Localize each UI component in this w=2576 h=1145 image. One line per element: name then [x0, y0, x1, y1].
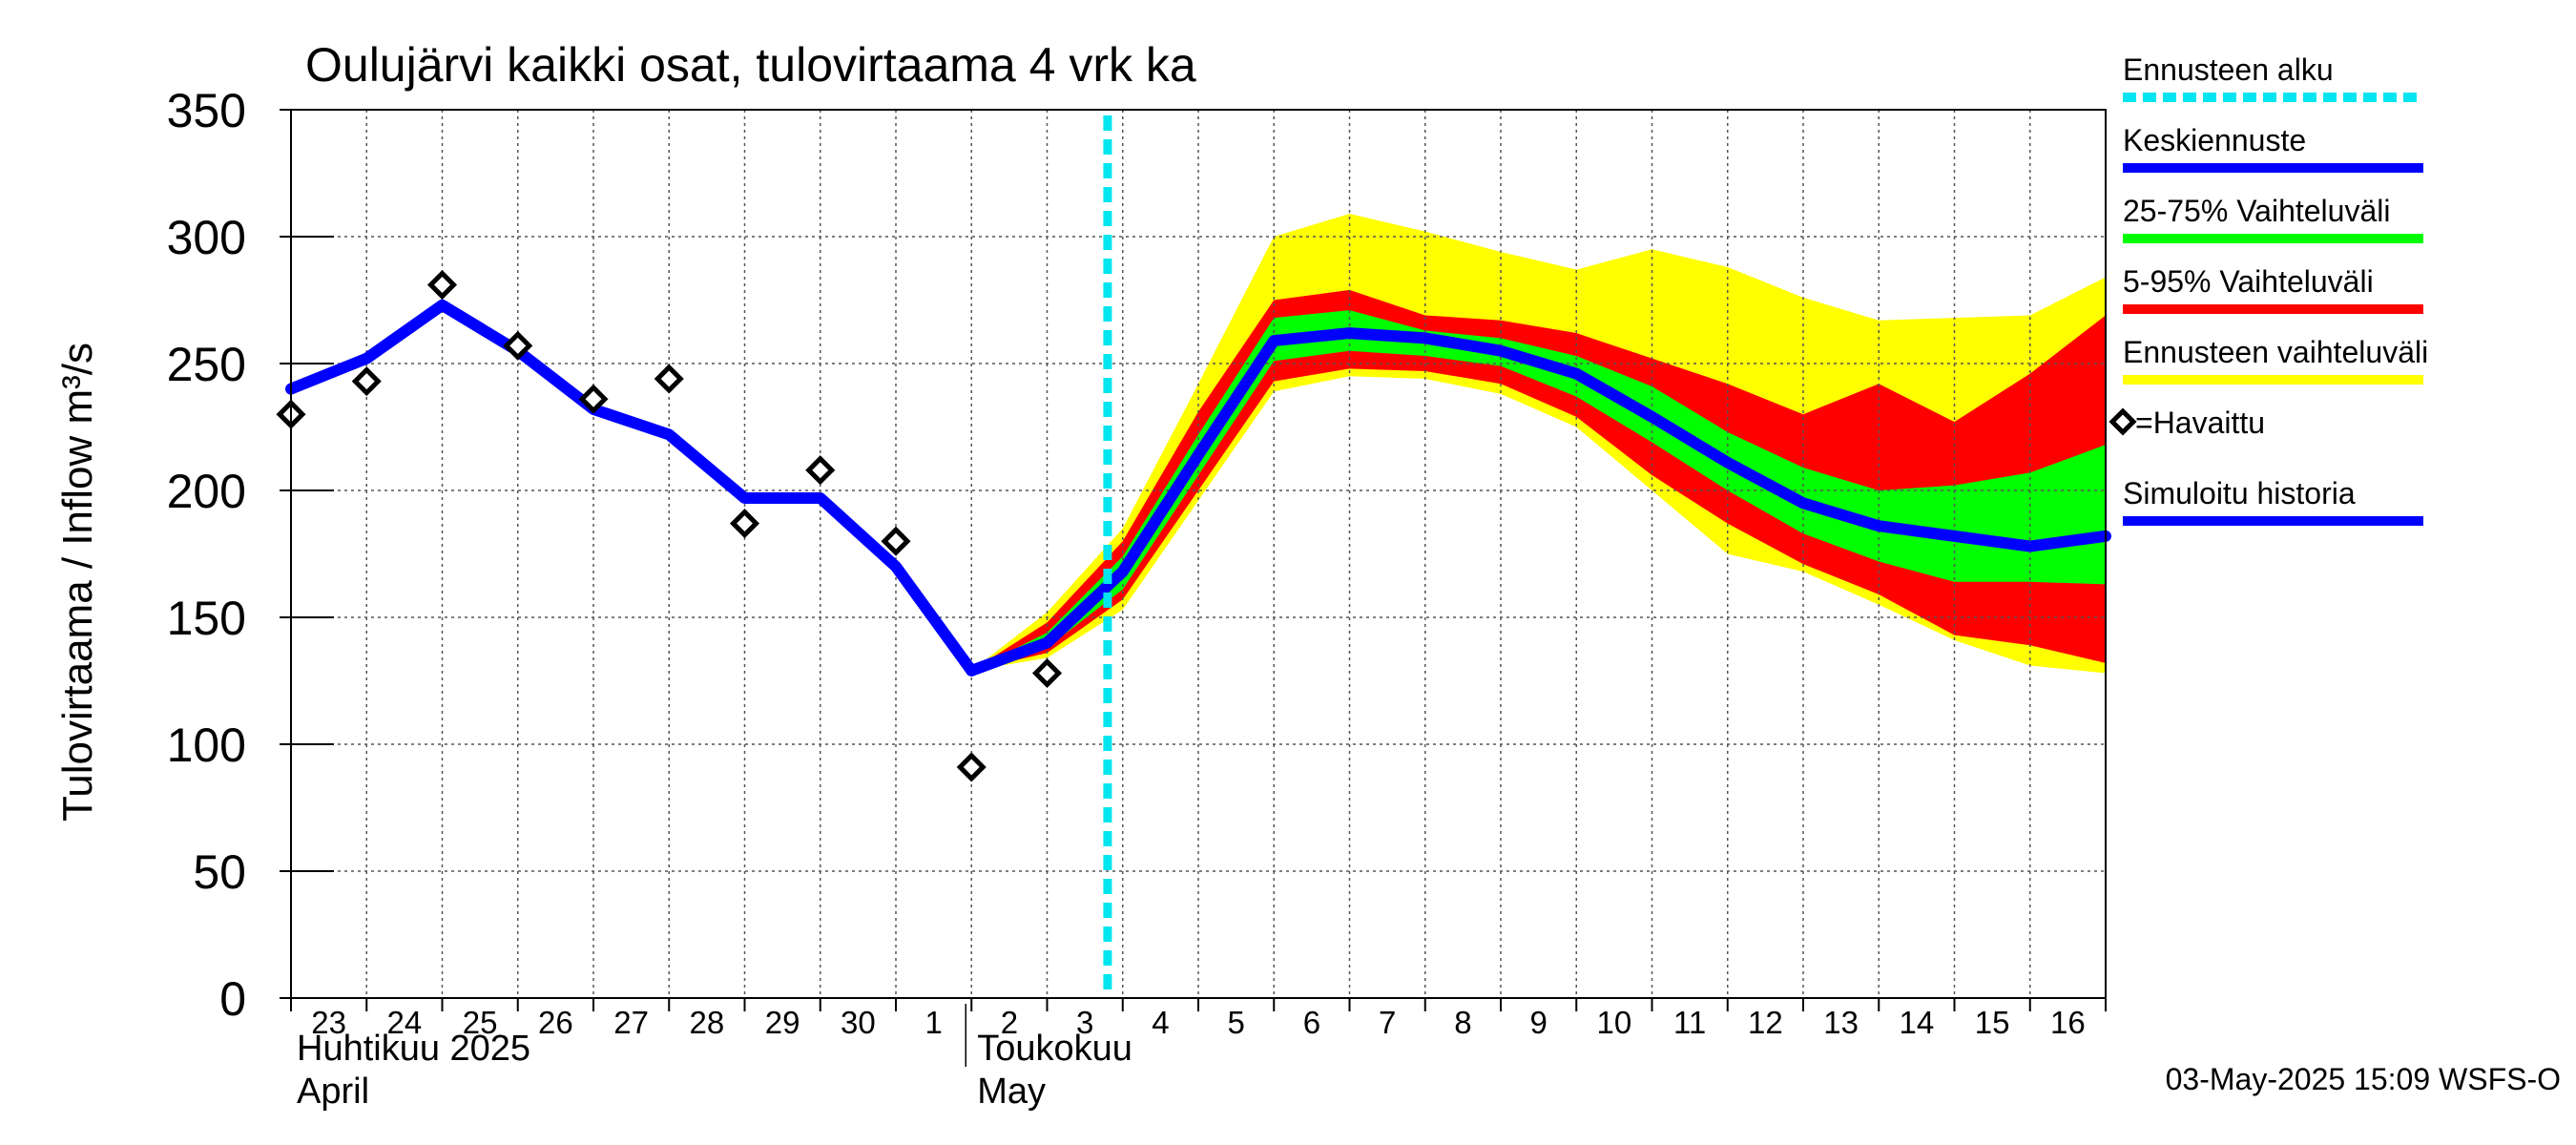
observed-point-4 [578, 384, 609, 414]
x-tick-label-2: 25 [463, 1005, 498, 1040]
x-tick-label-9: 2 [1001, 1005, 1018, 1040]
x-tick-label-8: 1 [924, 1005, 942, 1040]
legend-label-1: Keskiennuste [2123, 123, 2306, 157]
x-tick-label-5: 28 [690, 1005, 725, 1040]
x-tick-label-17: 10 [1597, 1005, 1632, 1040]
y-tick-label-5: 250 [167, 338, 246, 391]
legend-label-6: Simuloitu historia [2123, 476, 2356, 510]
month-label-0: Huhtikuu 2025 [297, 1029, 530, 1069]
x-tick-label-7: 30 [841, 1005, 876, 1040]
y-tick-label-4: 200 [167, 465, 246, 518]
y-tick-label-1: 50 [193, 845, 246, 899]
x-tick-label-11: 4 [1152, 1005, 1169, 1040]
y-tick-label-3: 150 [167, 592, 246, 645]
observed-point-8 [881, 526, 911, 556]
observed-point-2 [426, 270, 458, 301]
forecast-bands [971, 214, 2106, 674]
observed-point-10 [1031, 657, 1063, 689]
x-tick-label-13: 6 [1303, 1005, 1320, 1040]
observed-point-3 [503, 330, 533, 361]
month-label-en-1: May [977, 1072, 1046, 1112]
x-tick-label-23: 16 [2050, 1005, 2086, 1040]
x-tick-label-10: 3 [1076, 1005, 1093, 1040]
month-label-1: Toukokuu [977, 1029, 1132, 1069]
x-tick-label-4: 27 [613, 1005, 649, 1040]
series-line-0 [285, 299, 978, 677]
y-axis-label: Tulovirtaama / Inflow m³/s [54, 343, 101, 822]
legend-label-3: 5-95% Vaihteluväli [2123, 264, 2374, 299]
x-tick-label-16: 9 [1529, 1005, 1547, 1040]
x-tick-label-22: 15 [1975, 1005, 2010, 1040]
legend: Ennusteen alku Keskiennuste 25-75% Vaihtel… [2109, 52, 2428, 526]
x-tick-label-19: 12 [1748, 1005, 1783, 1040]
x-tick-label-3: 26 [538, 1005, 573, 1040]
series-line-1 [966, 327, 2111, 677]
y-tick-label-2: 100 [167, 718, 246, 772]
x-tick-label-6: 29 [765, 1005, 800, 1040]
observed-point-6 [729, 509, 760, 539]
x-tick-label-15: 8 [1454, 1005, 1471, 1040]
legend-label-5: =Havaittu [2135, 406, 2265, 440]
x-tick-label-18: 11 [1673, 1005, 1706, 1040]
legend-marker-5 [2109, 407, 2137, 436]
legend-label-0: Ennusteen alku [2123, 52, 2334, 87]
x-tick-label-1: 24 [387, 1005, 423, 1040]
x-tick-label-20: 13 [1823, 1005, 1859, 1040]
legend-label-2: 25-75% Vaihteluväli [2123, 194, 2390, 228]
timestamp-label: 03-May-2025 15:09 WSFS-O [2166, 1062, 2561, 1096]
observed-point-5 [654, 364, 684, 394]
observed-point-9 [956, 752, 987, 782]
x-tick-label-14: 7 [1379, 1005, 1396, 1040]
grid-lines [291, 110, 2106, 998]
x-tick-label-21: 14 [1900, 1005, 1935, 1040]
y-tick-label-7: 350 [167, 84, 246, 137]
chart-title: Oulujärvi kaikki osat, tulovirtaama 4 vr… [305, 38, 1196, 92]
observed-point-7 [805, 455, 836, 486]
x-tick-label-0: 23 [311, 1005, 346, 1040]
observed-markers [276, 270, 1063, 782]
y-tick-label-0: 0 [219, 972, 246, 1026]
y-tick-label-6: 300 [167, 211, 246, 264]
observed-point-1 [351, 366, 382, 397]
month-label-en-0: April [297, 1072, 369, 1112]
x-tick-label-12: 5 [1227, 1005, 1244, 1040]
series-lines [285, 299, 2111, 677]
legend-label-4: Ennusteen vaihteluväli [2123, 335, 2428, 369]
